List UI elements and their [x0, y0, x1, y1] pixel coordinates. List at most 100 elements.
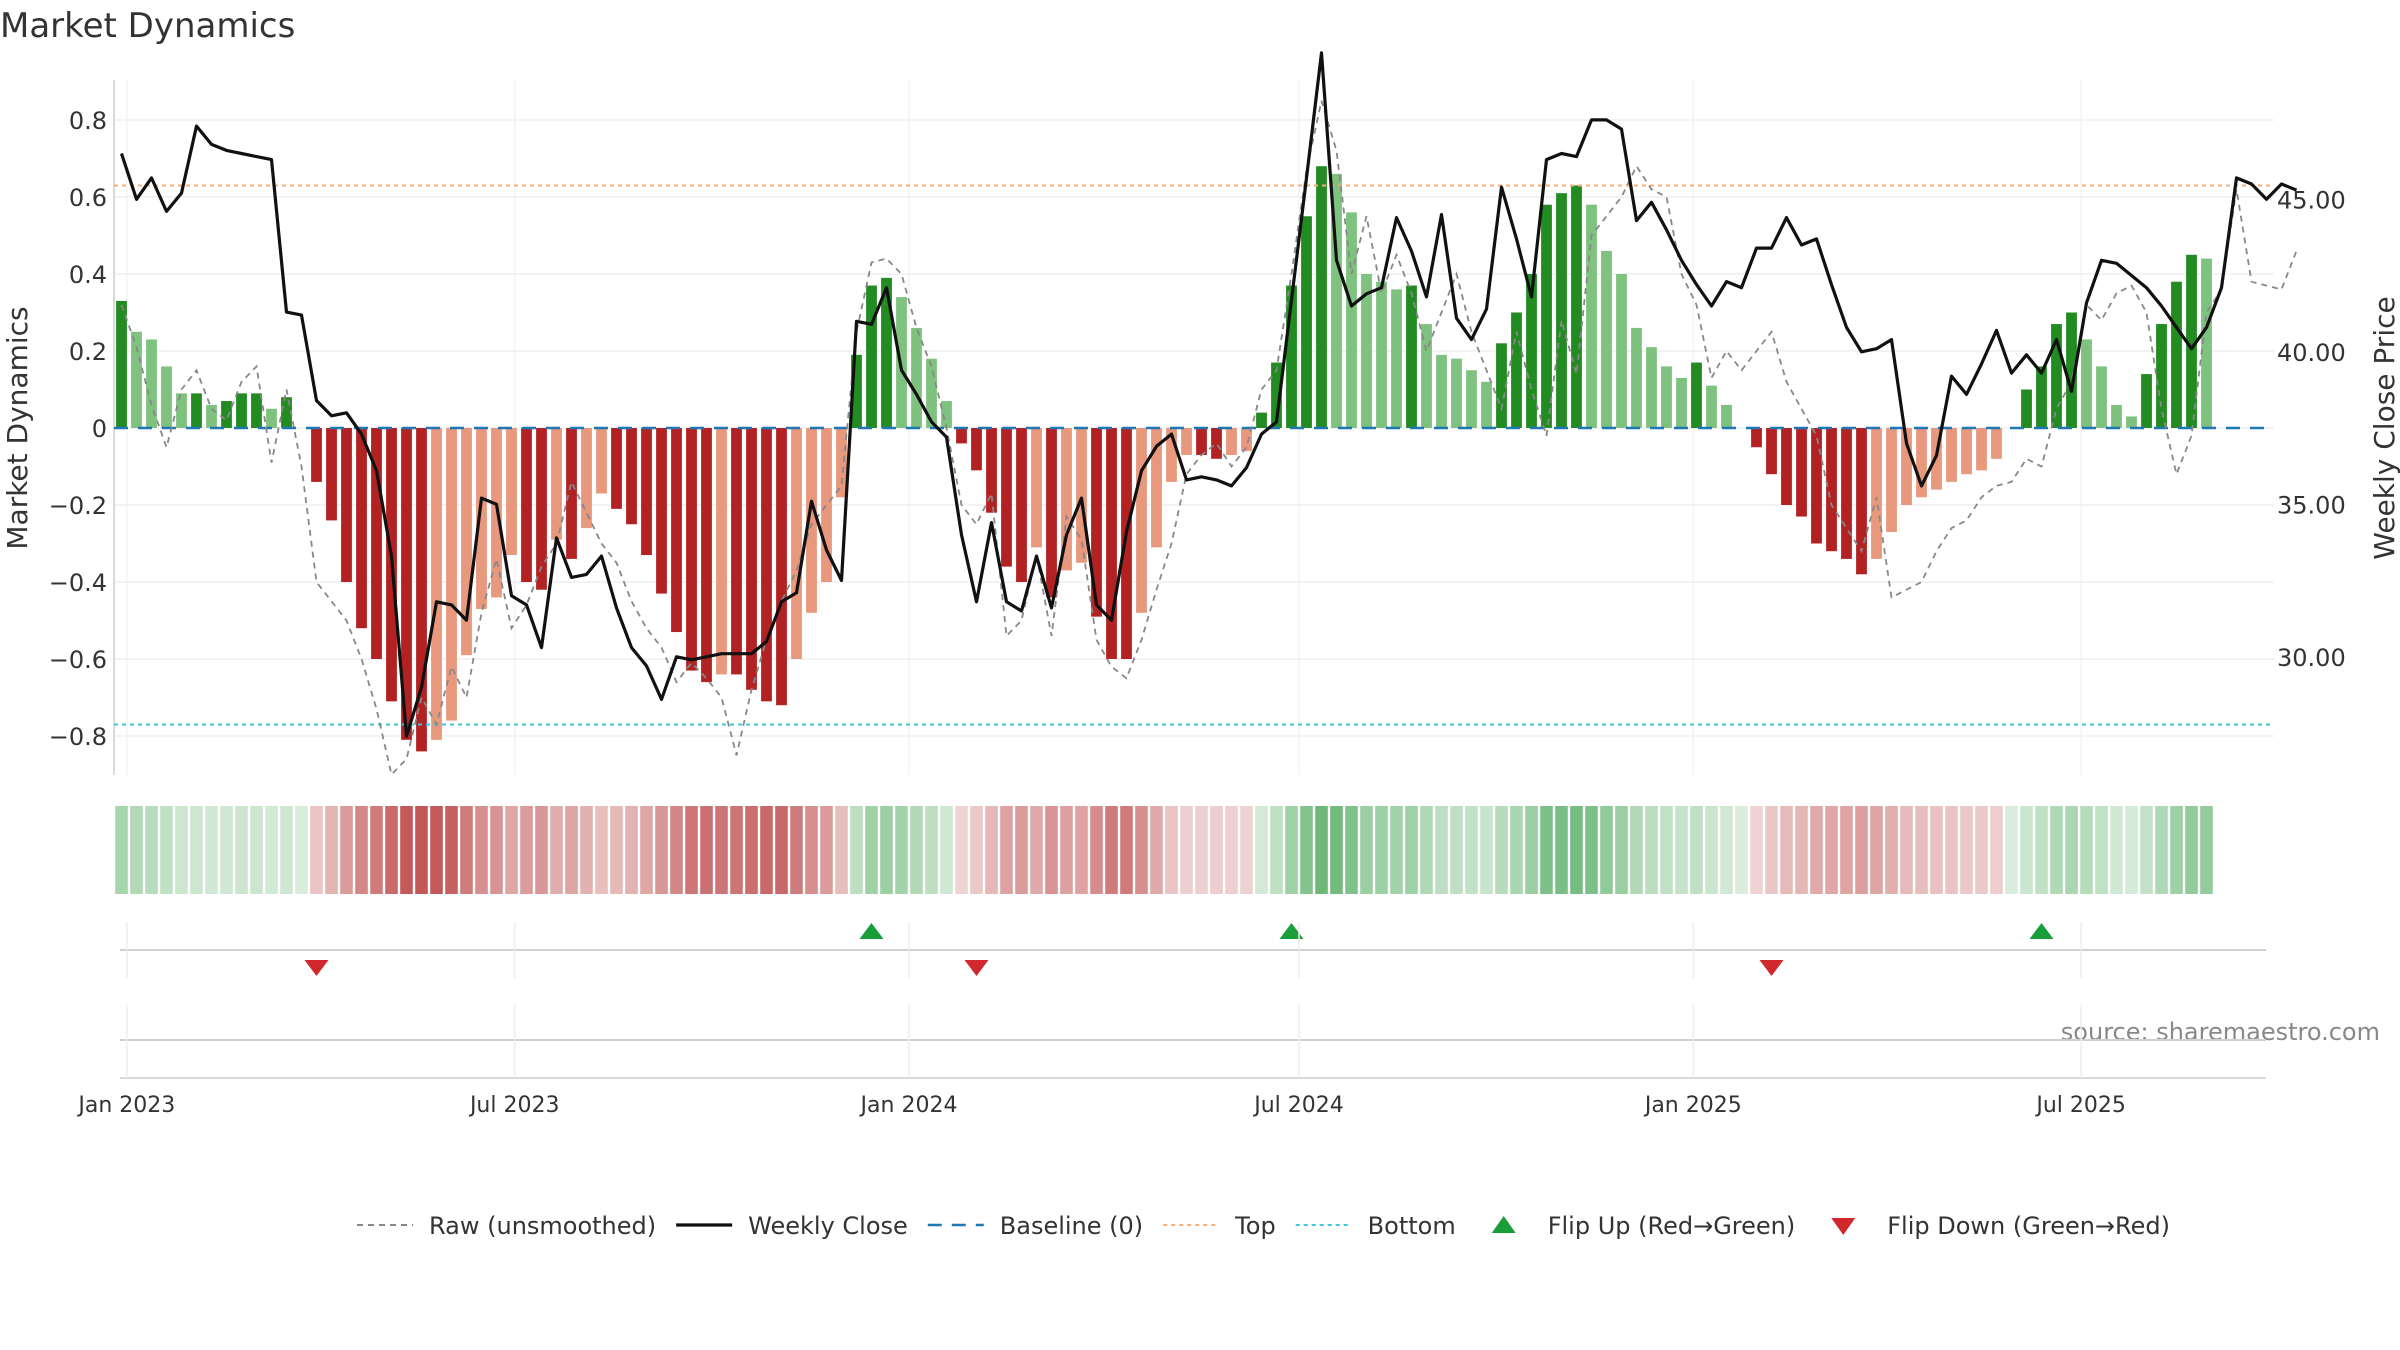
regime-cell: [265, 806, 278, 894]
bar: [446, 428, 457, 721]
legend-item: Baseline (0): [927, 1212, 1143, 1240]
bar: [1001, 428, 1012, 567]
chart-title: Market Dynamics: [0, 6, 295, 46]
regime-cell: [865, 806, 878, 894]
bar: [521, 428, 532, 582]
bar: [566, 428, 577, 559]
bar: [2156, 324, 2167, 428]
regime-cell: [1750, 806, 1763, 894]
legend-label: Weekly Close: [748, 1212, 908, 1240]
y2-axis-label: Weekly Close Price: [2368, 296, 2400, 559]
bar: [116, 300, 127, 428]
regime-cell: [310, 806, 323, 894]
legend-item: Top: [1163, 1212, 1276, 1240]
bar: [1976, 428, 1987, 471]
regime-cell: [2005, 806, 2018, 894]
regime-cell: [850, 806, 863, 894]
y2-ticks: 45.00 40.00 35.00 30.00: [2277, 186, 2346, 672]
bar: [1511, 312, 1522, 428]
regime-cell: [280, 806, 293, 894]
regime-cell: [1780, 806, 1793, 894]
regime-cell: [595, 806, 608, 894]
regime-cell: [790, 806, 803, 894]
bar: [656, 428, 667, 594]
bar: [1286, 285, 1297, 428]
flip-up-marker: [2029, 923, 2054, 939]
bar: [2111, 404, 2122, 428]
bar: [986, 428, 997, 513]
regime-cell: [1120, 806, 1133, 894]
bar: [731, 428, 742, 675]
bar: [1541, 204, 1552, 428]
bar: [1841, 428, 1852, 559]
bar: [881, 277, 892, 428]
bar: [1346, 212, 1357, 428]
bar: [551, 428, 562, 540]
regime-cell: [1435, 806, 1448, 894]
regime-cell: [1555, 806, 1568, 894]
bar: [1991, 428, 2002, 459]
regime-cell: [145, 806, 158, 894]
bar: [1871, 428, 1882, 559]
bar: [461, 428, 472, 656]
series-lines: [119, 51, 2298, 777]
bar: [1271, 362, 1282, 428]
legend-item: Flip Down (Green→Red): [1831, 1212, 2170, 1240]
regime-cell: [190, 806, 203, 894]
bar: [1211, 428, 1222, 459]
x-tick-label: Jan 2025: [1643, 1093, 1742, 1118]
bar: [416, 428, 427, 752]
regime-cell: [220, 806, 233, 894]
regime-cell: [205, 806, 218, 894]
regime-cell: [130, 806, 143, 894]
regime-cell: [2095, 806, 2108, 894]
bar: [1046, 428, 1057, 598]
regime-cell: [1720, 806, 1733, 894]
y-tick-label: 0.2: [69, 338, 107, 366]
bar: [1781, 428, 1792, 505]
regime-cell: [1705, 806, 1718, 894]
regime-cell: [1075, 806, 1088, 894]
regime-cell: [1210, 806, 1223, 894]
regime-cell: [1480, 806, 1493, 894]
regime-cell: [1165, 806, 1178, 894]
regime-cell: [1135, 806, 1148, 894]
bar: [866, 285, 877, 428]
regime-cell: [1225, 806, 1238, 894]
y-tick-label: 0: [92, 415, 107, 443]
regime-cell: [1825, 806, 1838, 894]
bar: [671, 428, 682, 633]
regime-cell: [610, 806, 623, 894]
bar: [311, 428, 322, 482]
regime-cell: [2200, 806, 2213, 894]
bar: [2141, 374, 2152, 428]
bar: [1526, 274, 1537, 428]
regime-cell: [2110, 806, 2123, 894]
regime-cell: [1795, 806, 1808, 894]
weekly-close-line: [119, 51, 2298, 738]
bar: [1856, 428, 1867, 575]
bar: [1556, 193, 1567, 428]
bar: [941, 401, 952, 428]
regime-cell: [505, 806, 518, 894]
regime-cell: [1660, 806, 1673, 894]
y-tick-label: 0.8: [69, 107, 107, 135]
bar: [206, 404, 217, 428]
regime-cell: [1960, 806, 1973, 894]
bar: [806, 428, 817, 613]
flip-markers: [304, 923, 2054, 976]
regime-cell: [1495, 806, 1508, 894]
bar: [1901, 428, 1912, 505]
regime-cell: [1285, 806, 1298, 894]
regime-cell: [520, 806, 533, 894]
bar: [176, 393, 187, 428]
lower-panels: [120, 922, 2266, 1079]
legend-swatch: [1491, 1216, 1516, 1233]
bar: [1301, 216, 1312, 428]
bar: [131, 331, 142, 428]
bar: [1361, 274, 1372, 428]
y-axis-label: Market Dynamics: [1, 306, 34, 549]
regime-cell: [1810, 806, 1823, 894]
regime-cell: [1060, 806, 1073, 894]
regime-cell: [1150, 806, 1163, 894]
